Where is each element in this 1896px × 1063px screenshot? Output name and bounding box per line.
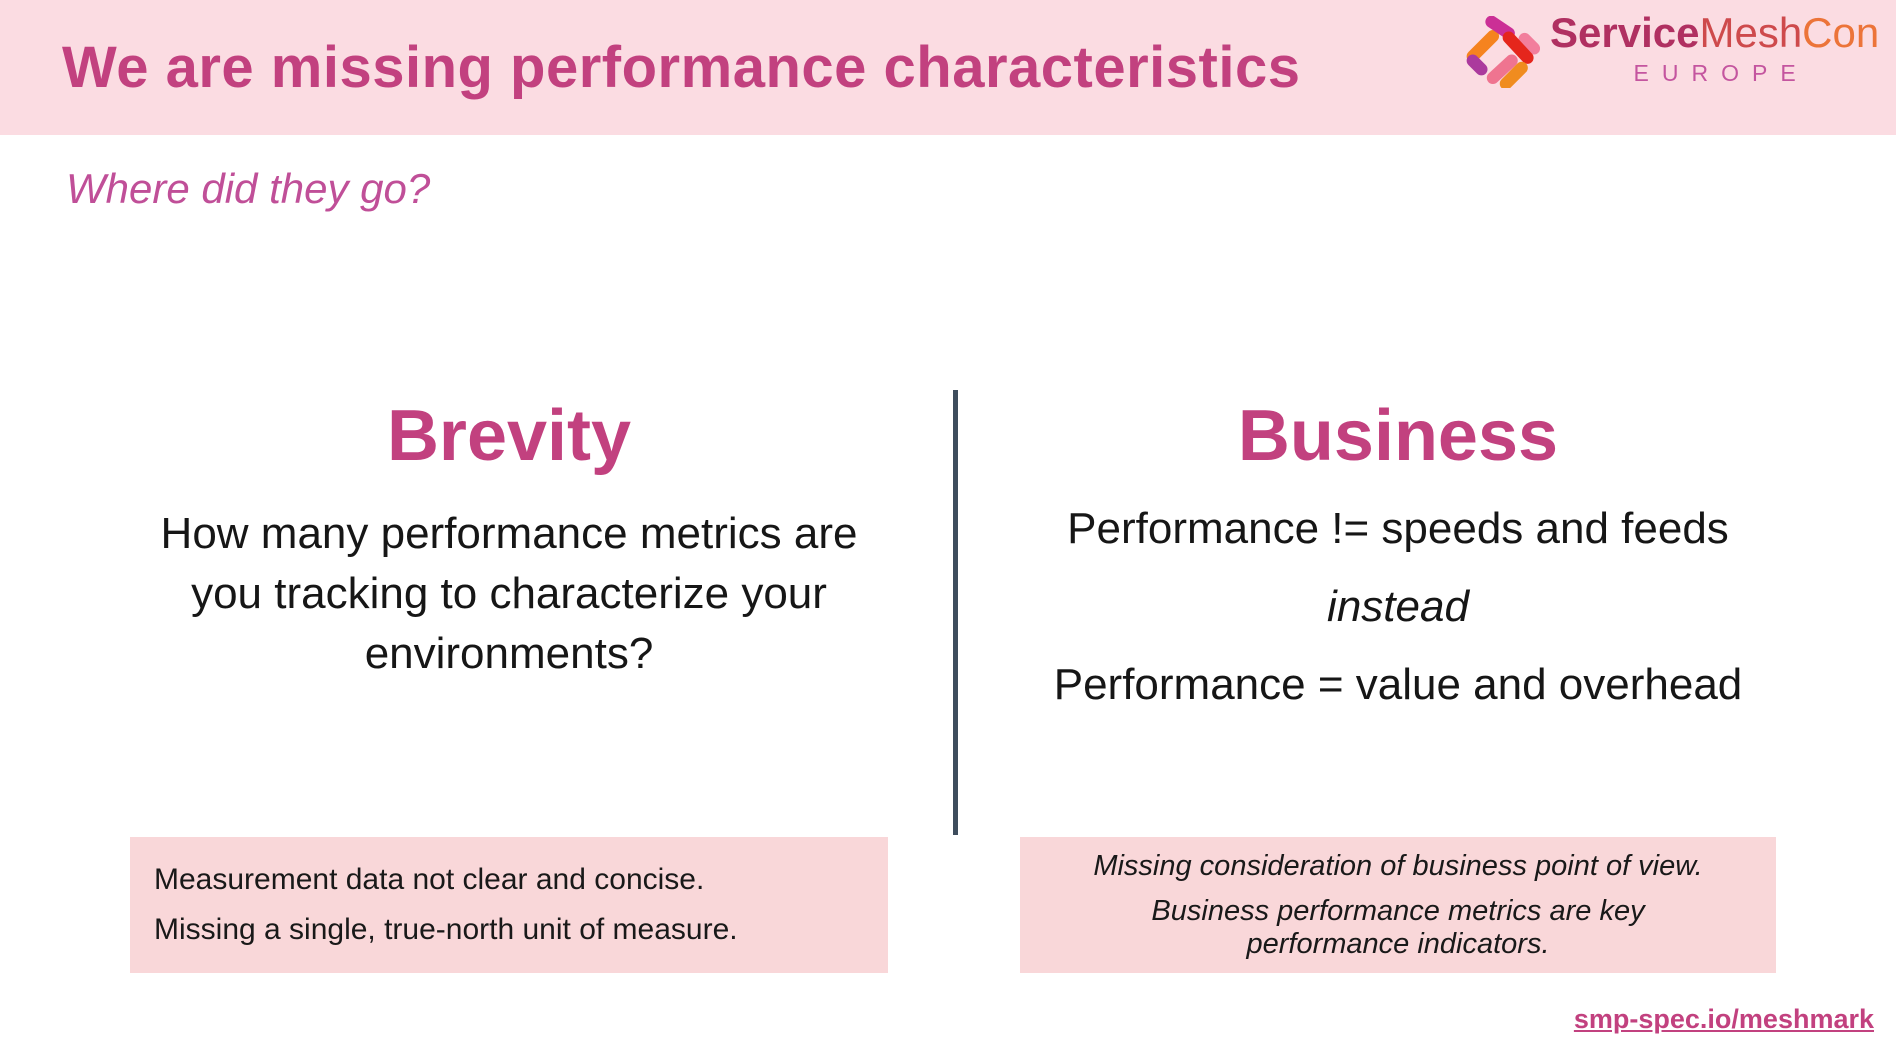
logo-text-service: Service	[1550, 9, 1700, 56]
subtitle: Where did they go?	[66, 165, 431, 212]
business-note-line: performance indicators.	[1246, 927, 1550, 960]
logo-text-con: Con	[1802, 9, 1880, 56]
brevity-body-line: How many performance metrics are	[160, 509, 858, 558]
brevity-body-line: you tracking to characterize your	[191, 569, 827, 618]
logo-region-label: EUROPE	[1633, 60, 1809, 87]
business-heading: Business	[1237, 396, 1559, 476]
column-brevity: Brevity How many performance metrics are…	[109, 400, 909, 684]
business-statement-bottom: Performance = value and overhead	[1053, 660, 1743, 709]
page-title: We are missing performance characteristi…	[62, 35, 1301, 100]
logo-wordmark: ServiceMeshCon EUROPE	[1550, 8, 1879, 87]
header-banner: We are missing performance characteristi…	[0, 0, 1896, 135]
brevity-note-box: Measurement data not clear and concise. …	[130, 837, 888, 973]
business-statement-top: Performance != speeds and feeds	[1067, 504, 1729, 553]
brevity-body-line: environments?	[364, 629, 654, 678]
column-divider	[953, 390, 958, 835]
brevity-note-line: Missing a single, true-north unit of mea…	[154, 913, 738, 946]
servicemeshcon-logo: ServiceMeshCon EUROPE	[1466, 8, 1879, 88]
brevity-heading: Brevity	[386, 396, 632, 476]
business-note-line: Missing consideration of business point …	[1093, 849, 1703, 882]
business-note-line: Business performance metrics are key	[1151, 894, 1645, 927]
mesh-weave-icon	[1466, 16, 1540, 88]
brevity-note-line: Measurement data not clear and concise.	[154, 863, 705, 896]
column-business: Business Performance != speeds and feeds…	[998, 400, 1798, 738]
meshmark-link[interactable]: smp-spec.io/meshmark	[1573, 1004, 1874, 1034]
logo-text-mesh: Mesh	[1699, 9, 1803, 56]
business-note-box: Missing consideration of business point …	[1020, 837, 1776, 973]
business-statement-instead: instead	[1327, 582, 1469, 631]
